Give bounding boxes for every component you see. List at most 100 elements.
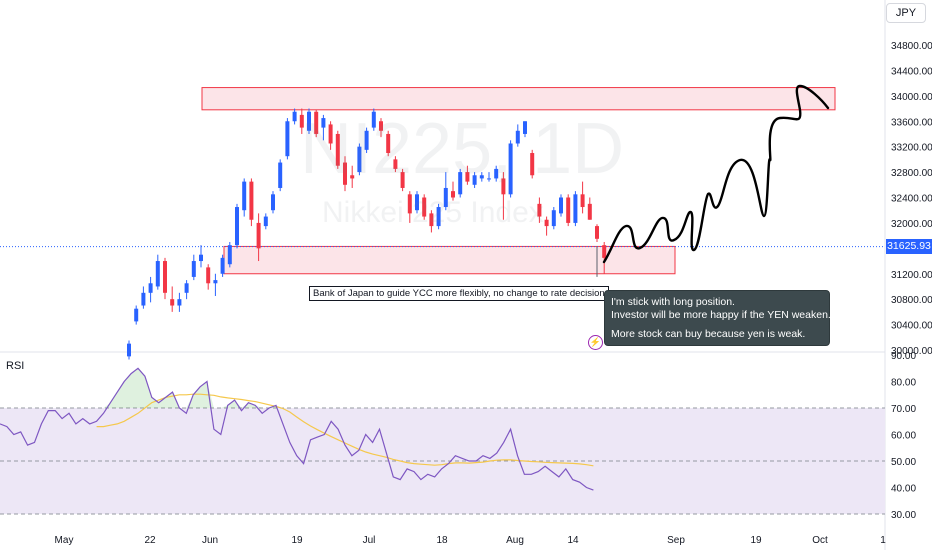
candle-body xyxy=(386,133,391,154)
symbol-name-watermark: Nikkei 225 Index xyxy=(322,196,544,229)
candle-body xyxy=(580,194,585,208)
candle-body xyxy=(602,245,607,258)
candle xyxy=(530,149,535,179)
candle-body xyxy=(472,175,477,185)
candle xyxy=(501,172,506,220)
candle-body xyxy=(544,219,549,227)
candle xyxy=(285,118,290,160)
candle-body xyxy=(357,146,362,173)
idea-callout[interactable]: I'm stick with long position. Investor w… xyxy=(604,290,834,346)
time-axis-label: Jun xyxy=(202,535,218,546)
callout-line-3: More stock can buy because yen is weak. xyxy=(611,328,806,340)
candle xyxy=(299,108,304,134)
candle-body xyxy=(141,292,146,306)
candle xyxy=(422,194,427,220)
candle xyxy=(199,245,203,268)
candle-body xyxy=(443,187,448,208)
candle-body xyxy=(559,197,563,214)
candle xyxy=(213,273,218,296)
symbol-watermark: NI225, 1D xyxy=(300,109,625,189)
candle-body xyxy=(343,162,347,185)
rsi-indicator-label[interactable]: RSI xyxy=(6,360,25,372)
time-axis-label: 14 xyxy=(567,535,579,546)
candle-body xyxy=(523,121,527,134)
price-axis-label: 30000.00 xyxy=(891,346,932,357)
candle xyxy=(494,165,499,182)
lightning-icon[interactable]: ⚡ xyxy=(588,335,603,350)
time-axis-label: 1 xyxy=(880,535,886,546)
candle xyxy=(523,121,527,138)
candle xyxy=(364,127,369,154)
rsi-axis-label: 50.00 xyxy=(891,457,916,468)
candle-body xyxy=(566,197,571,223)
candle-body xyxy=(458,172,463,195)
candle-body xyxy=(321,118,326,128)
price-axis-label: 32400.00 xyxy=(891,194,932,205)
candle-body xyxy=(292,111,297,122)
candle-body xyxy=(537,203,542,217)
callout-line-2: Investor will be more happy if the YEN w… xyxy=(611,308,834,321)
candle-body xyxy=(515,130,520,144)
last-price-tag: 31625.93 xyxy=(886,239,932,254)
event-annotation[interactable]: Bank of Japan to guide YCC more flexibly… xyxy=(309,286,609,301)
candle-body xyxy=(299,114,304,128)
candle-body xyxy=(465,172,470,182)
price-axis-label: 34800.00 xyxy=(891,41,932,52)
callout-line-1: I'm stick with long position. xyxy=(611,296,735,308)
candle xyxy=(371,108,376,131)
candle xyxy=(559,194,563,217)
candle xyxy=(307,108,311,134)
rsi-axis-label: 80.00 xyxy=(891,378,916,389)
candle xyxy=(479,172,484,182)
candle xyxy=(544,216,549,236)
candle-body xyxy=(134,308,139,322)
time-axis-label: Jul xyxy=(363,535,376,546)
support-zone xyxy=(223,245,676,275)
candle xyxy=(407,191,412,223)
price-axis-label: 33200.00 xyxy=(891,143,932,154)
candle xyxy=(595,224,599,242)
candle xyxy=(415,191,419,214)
price-axis-label: 30800.00 xyxy=(891,295,932,306)
candle-body xyxy=(407,194,412,214)
time-axis-label: Sep xyxy=(667,535,685,546)
candle xyxy=(573,191,578,227)
rsi-overbought-fill xyxy=(0,368,594,408)
time-axis-label: 22 xyxy=(144,535,156,546)
candle xyxy=(278,159,283,192)
candle-body xyxy=(249,181,254,220)
price-axis-label: 32000.00 xyxy=(891,219,932,230)
candle xyxy=(242,178,247,217)
candle-body xyxy=(400,172,405,188)
projection-drawing xyxy=(602,84,830,264)
time-axis-label: 19 xyxy=(750,535,762,546)
price-axis-label: 34000.00 xyxy=(891,92,932,103)
candle xyxy=(321,114,326,141)
candle-body xyxy=(307,111,311,131)
rsi-axis-label: 60.00 xyxy=(891,431,916,442)
candle-body xyxy=(551,210,556,227)
candle-body xyxy=(422,197,427,217)
candle-body xyxy=(177,299,182,306)
candle-body xyxy=(170,299,175,306)
candle xyxy=(141,286,146,309)
candle xyxy=(314,109,319,138)
candle-body xyxy=(271,194,275,211)
candle-body xyxy=(328,124,333,144)
currency-selector[interactable]: JPY xyxy=(886,3,926,23)
candle-body xyxy=(263,216,268,227)
rsi-line xyxy=(0,367,594,491)
candle xyxy=(465,165,470,185)
time-axis-label: Oct xyxy=(812,535,828,546)
candle xyxy=(134,305,139,325)
candle xyxy=(350,165,355,188)
candle-body xyxy=(436,207,441,227)
candle-body xyxy=(199,254,203,262)
candle xyxy=(191,254,196,281)
candle xyxy=(292,108,297,125)
candle-body xyxy=(206,267,211,284)
candle xyxy=(220,254,225,277)
candle-body xyxy=(451,191,455,198)
candle xyxy=(256,213,261,262)
